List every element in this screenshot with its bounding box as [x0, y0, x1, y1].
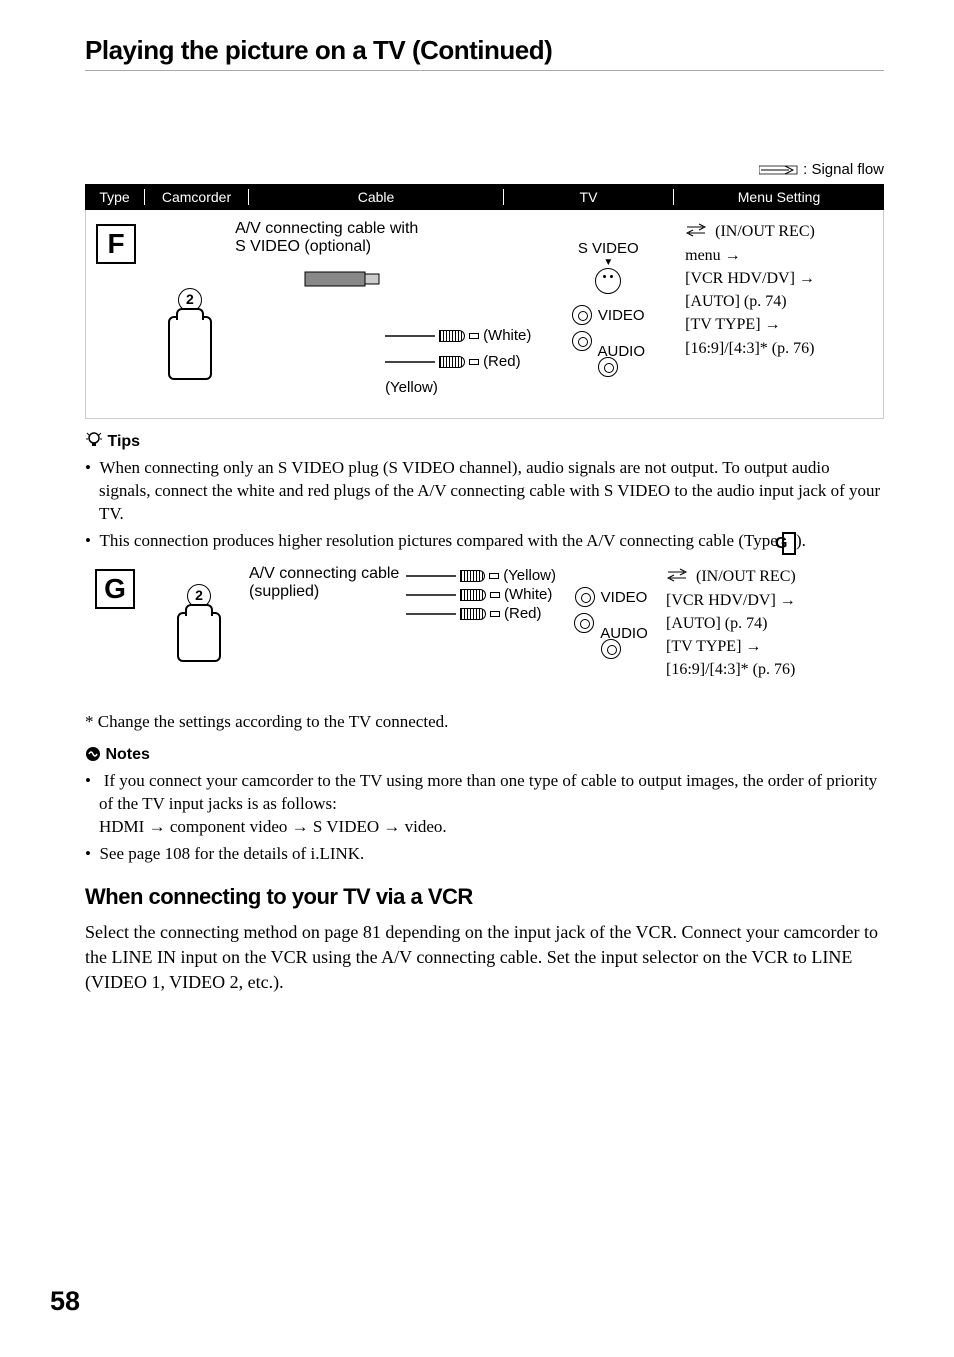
camcorder-icon	[177, 612, 221, 662]
plug-tip-icon	[489, 573, 499, 579]
menu-setting-g: (IN/OUT REC) [VCR HDV/DV] → [AUTO] (p. 7…	[666, 565, 876, 682]
vcr-heading: When connecting to your TV via a VCR	[85, 884, 884, 910]
tips-list: When connecting only an S VIDEO plug (S …	[85, 457, 884, 555]
plug-icon	[460, 589, 486, 601]
notes-list: If you connect your camcorder to the TV …	[85, 770, 884, 866]
signal-flow-icon	[759, 164, 799, 176]
audio-jack-icon	[601, 639, 621, 659]
plug-white-label: (White)	[483, 324, 531, 348]
table-row-g: G 2 A/V connecting cable (supplied) (Yel…	[85, 559, 884, 700]
table-row-f: F 2 A/V connecting cable with S VIDEO (o…	[85, 210, 884, 419]
plug-red-label: (Red)	[483, 350, 521, 374]
notes-item: See page 108 for the details of i.LINK.	[85, 843, 884, 866]
signal-flow-text: : Signal flow	[803, 161, 884, 178]
video-jack-icon	[575, 587, 595, 607]
svideo-plug-icon	[295, 264, 395, 294]
plug-yellow-label: (Yellow)	[385, 379, 438, 396]
cable-diagram-f: (White) (Red) (Yellow)	[235, 264, 531, 400]
notes-item: If you connect your camcorder to the TV …	[85, 770, 884, 839]
th-tv: TV	[504, 189, 674, 205]
tv-video-label: VIDEO	[598, 307, 645, 324]
tips-heading: Tips	[85, 431, 884, 451]
table-header: Type Camcorder Cable TV Menu Setting	[85, 184, 884, 210]
tv-svideo-label: S VIDEO	[578, 240, 639, 257]
plug-tip-icon	[490, 611, 500, 617]
cable-title-g: A/V connecting cable (supplied)	[249, 565, 406, 601]
notes-icon	[85, 746, 101, 762]
tips-icon	[85, 431, 103, 449]
type-letter-f: F	[96, 224, 136, 264]
priority-line: HDMI → component video → S VIDEO → video…	[99, 817, 447, 836]
camcorder-icon	[168, 316, 212, 380]
th-camcorder: Camcorder	[145, 189, 249, 205]
signal-flow-legend: : Signal flow	[85, 161, 884, 178]
vcr-body: Select the connecting method on page 81 …	[85, 920, 884, 996]
inline-type-box: G	[782, 532, 796, 555]
audio-jack-icon	[574, 613, 594, 633]
plug-red-label: (Red)	[504, 605, 542, 622]
type-letter-g: G	[95, 569, 135, 609]
page-number: 58	[50, 1286, 80, 1317]
tips-item: When connecting only an S VIDEO plug (S …	[85, 457, 884, 526]
video-jack-icon	[572, 305, 592, 325]
th-type: Type	[85, 189, 145, 205]
plug-icon	[460, 608, 486, 620]
plug-tip-icon	[490, 592, 500, 598]
plug-tip-icon	[469, 333, 479, 339]
page-title: Playing the picture on a TV (Continued)	[85, 35, 884, 66]
audio-jack-icon	[572, 331, 592, 351]
tv-video-label: VIDEO	[601, 589, 648, 606]
notes-heading: Notes	[85, 746, 884, 764]
menu-setting-f: (IN/OUT REC) menu → [VCR HDV/DV] → [AUTO…	[685, 220, 875, 400]
inout-rec-icon	[685, 221, 707, 244]
th-menu: Menu Setting	[674, 189, 884, 205]
plug-icon	[460, 570, 486, 582]
plug-yellow-label: (Yellow)	[503, 567, 556, 584]
audio-jack-icon	[598, 357, 618, 377]
cable-title-f: A/V connecting cable with S VIDEO (optio…	[235, 220, 531, 256]
inout-rec-icon	[666, 566, 688, 589]
footnote: * Change the settings according to the T…	[85, 712, 884, 732]
plug-white-label: (White)	[504, 586, 552, 603]
svideo-jack-icon	[595, 268, 621, 294]
plug-icon	[439, 330, 465, 342]
th-cable: Cable	[249, 189, 504, 205]
plug-tip-icon	[469, 359, 479, 365]
tips-item: This connection produces higher resoluti…	[85, 530, 884, 555]
title-rule	[85, 70, 884, 71]
plug-icon	[439, 356, 465, 368]
